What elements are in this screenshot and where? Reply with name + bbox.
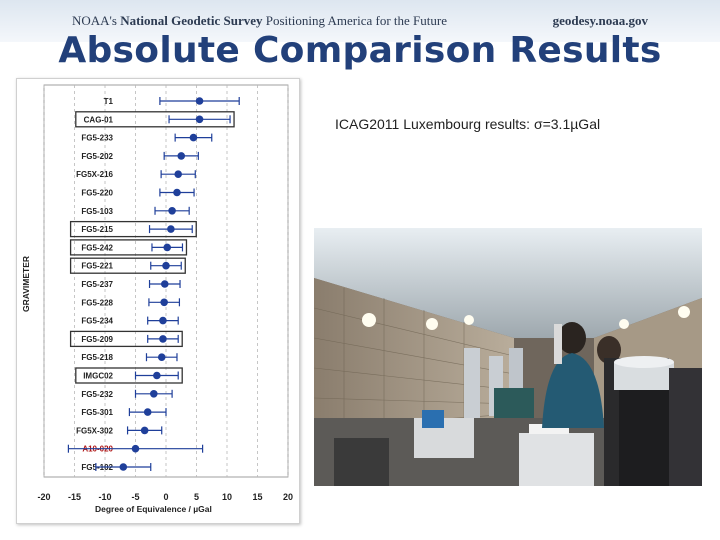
instrument-label-fg5-237: FG5-237 — [81, 280, 113, 289]
instrument-label-cag-01: CAG-01 — [84, 115, 114, 124]
x-axis-label: Degree of Equivalence / µGal — [95, 504, 212, 514]
x-tick-label-20: 20 — [283, 492, 293, 502]
instrument-label-t1: T1 — [104, 97, 114, 106]
instrument-label-fg5-218: FG5-218 — [81, 353, 113, 362]
instrument-label-fg5x-302: FG5X-302 — [76, 426, 113, 435]
x-tick-label-10: 10 — [222, 492, 232, 502]
header-band — [0, 0, 720, 42]
degree-of-equivalence-chart: T1 CAG-01 FG5-233 FG5-202 FG5X-216 FG5-220 FG5… — [21, 84, 293, 514]
highlight-box-fg5-215 — [69, 220, 197, 238]
instrument-label-fg5-215: FG5-215 — [81, 225, 113, 234]
point-fg5-234 — [159, 316, 167, 325]
point-t1 — [195, 97, 204, 105]
instrument-label-fg5-242: FG5-242 — [81, 243, 113, 252]
instrument-label-fg5-232: FG5-232 — [81, 390, 113, 399]
highlight-box-cag-01 — [75, 111, 235, 128]
instrument-label-fg5-233: FG5-233 — [81, 134, 113, 143]
point-fg5-220 — [173, 188, 181, 197]
header-prefix: NOAA's — [72, 13, 117, 28]
point-fg5-215 — [167, 225, 175, 233]
point-fg5-242 — [163, 243, 172, 252]
point-fg5-102 — [119, 463, 128, 471]
x-tick-label--15: -15 — [68, 492, 81, 502]
instrument-label-fg5-234: FG5-234 — [81, 317, 113, 326]
instrument-label-fg5-202: FG5-202 — [81, 152, 113, 161]
x-tick-label-0: 0 — [163, 492, 168, 502]
x-tick-label--20: -20 — [37, 492, 50, 502]
chart-panel: T1 CAG-01 FG5-233 FG5-202 FG5X-216 FG5-220 FG5… — [16, 78, 300, 524]
point-fg5-237 — [160, 280, 169, 288]
highlight-box-imgc02 — [75, 367, 183, 384]
slide-title: Absolute Comparison Results — [58, 30, 662, 71]
point-fg5-233 — [189, 133, 198, 142]
header-site: geodesy.noaa.gov — [552, 13, 648, 28]
header-tagline: Positioning America for the Future — [265, 13, 447, 28]
lab-photo — [314, 228, 702, 486]
point-cag-01 — [195, 115, 204, 124]
point-fg5-301 — [143, 408, 152, 416]
instrument-label-fg5-209: FG5-209 — [81, 335, 113, 344]
y-axis-label: GRAVIMETER — [21, 256, 31, 312]
instrument-label-fg5-221: FG5-221 — [81, 262, 113, 271]
point-fg5-228 — [160, 298, 168, 307]
point-fg5-103 — [168, 207, 176, 215]
header-org-name: National Geodetic Survey — [120, 13, 263, 28]
point-fg5x-216 — [174, 170, 182, 178]
point-fg5-232 — [150, 390, 158, 398]
point-fg5-221 — [162, 261, 170, 270]
x-tick-label--5: -5 — [131, 492, 139, 502]
point-a10-020 — [131, 444, 140, 453]
point-fg5x-302 — [140, 426, 149, 435]
point-imgc02 — [153, 371, 161, 380]
point-fg5-209 — [159, 335, 167, 343]
instrument-label-fg5x-216: FG5X-216 — [76, 170, 113, 179]
x-tick-label--10: -10 — [98, 492, 111, 502]
highlight-box-fg5-242 — [69, 239, 188, 256]
instrument-label-fg5-301: FG5-301 — [81, 408, 113, 417]
lab-photo-image — [314, 228, 702, 486]
instrument-label-fg5-103: FG5-103 — [81, 207, 113, 216]
instrument-label-fg5-220: FG5-220 — [81, 189, 113, 198]
instrument-label-imgc02: IMGC02 — [83, 372, 113, 381]
results-caption: ICAG2011 Luxembourg results: σ=3.1µGal — [335, 116, 601, 132]
highlight-box-fg5-209 — [69, 330, 183, 348]
x-tick-label-5: 5 — [194, 492, 199, 502]
point-fg5-218 — [157, 353, 166, 362]
point-fg5-202 — [177, 152, 186, 160]
header-organization: NOAA's National Geodetic Survey Position… — [72, 13, 447, 29]
highlight-box-fg5-221 — [69, 257, 186, 274]
instrument-label-fg5-228: FG5-228 — [81, 298, 113, 307]
x-tick-label-15: 15 — [252, 492, 262, 502]
